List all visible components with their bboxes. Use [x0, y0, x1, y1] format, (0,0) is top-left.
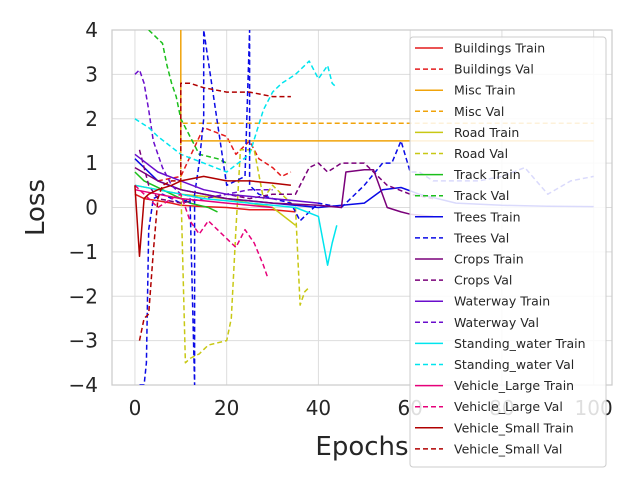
series-line-buildings-val	[157, 126, 292, 182]
legend-label: Buildings Val	[454, 62, 534, 77]
legend-label: Vehicle_Small Val	[454, 441, 562, 456]
series-line-waterway-val	[134, 69, 273, 200]
y-tick-labels: −4 −3 −2 −1 0 1 2 3 4	[69, 18, 98, 397]
x-tick-label: 20	[214, 396, 239, 420]
series-line-crops-train	[134, 166, 434, 218]
series-line-track-val	[148, 30, 228, 164]
series-line-standing-water-val	[134, 60, 338, 173]
legend-label: Buildings Train	[454, 41, 545, 56]
legend-label: Track Val	[453, 188, 509, 203]
legend-label: Vehicle_Large Train	[454, 378, 574, 393]
legend-label: Trees Val	[453, 230, 509, 245]
y-tick-label: 4	[85, 18, 98, 42]
legend: Buildings Train Buildings Val Misc Train Mi…	[409, 36, 607, 468]
series-line-vehicle-large-train	[134, 188, 273, 209]
series-line-vehicle-small-train	[134, 175, 291, 258]
x-tick-label: 40	[306, 396, 331, 420]
legend-label: Vehicle_Small Train	[454, 420, 574, 435]
legend-label: Misc Val	[454, 104, 504, 119]
y-axis-label: Loss	[21, 179, 51, 236]
y-tick-label: 1	[85, 151, 98, 175]
legend-label: Misc Train	[454, 83, 516, 98]
y-tick-label: −1	[69, 240, 98, 264]
x-tick-label: 0	[129, 396, 142, 420]
legend-label: Trees Train	[453, 209, 521, 224]
legend-label: Crops Val	[454, 273, 512, 288]
y-tick-label: −3	[69, 329, 98, 353]
series-line-road-val	[180, 149, 310, 364]
y-tick-label: 2	[85, 107, 98, 131]
legend-label: Standing_water Val	[454, 357, 574, 372]
plot-area-frame	[111, 29, 613, 386]
y-tick-label: 0	[85, 196, 98, 220]
series-line-standing-water-train	[134, 184, 338, 266]
legend-label: Waterway Train	[454, 294, 550, 309]
legend-box	[409, 36, 607, 468]
legend-label: Waterway Val	[454, 315, 539, 330]
x-axis-label: Epochs	[315, 432, 408, 462]
y-tick-label: −4	[69, 373, 98, 397]
legend-label: Vehicle_Large Val	[454, 399, 563, 414]
y-tick-label: 3	[85, 62, 98, 86]
legend-label: Road Train	[454, 125, 519, 140]
series-line-misc-val	[180, 122, 594, 186]
legend-label: Crops Train	[454, 252, 524, 267]
y-tick-label: −2	[69, 284, 98, 308]
series-line-vehicle-large-val	[134, 184, 269, 279]
series-line-crops-val	[138, 149, 434, 204]
series-line-vehicle-small-val	[138, 82, 291, 341]
legend-label: Standing_water Train	[454, 336, 586, 351]
series-line-buildings-train	[134, 193, 296, 213]
legend-label: Road Val	[454, 146, 508, 161]
legend-label: Track Train	[453, 167, 521, 182]
